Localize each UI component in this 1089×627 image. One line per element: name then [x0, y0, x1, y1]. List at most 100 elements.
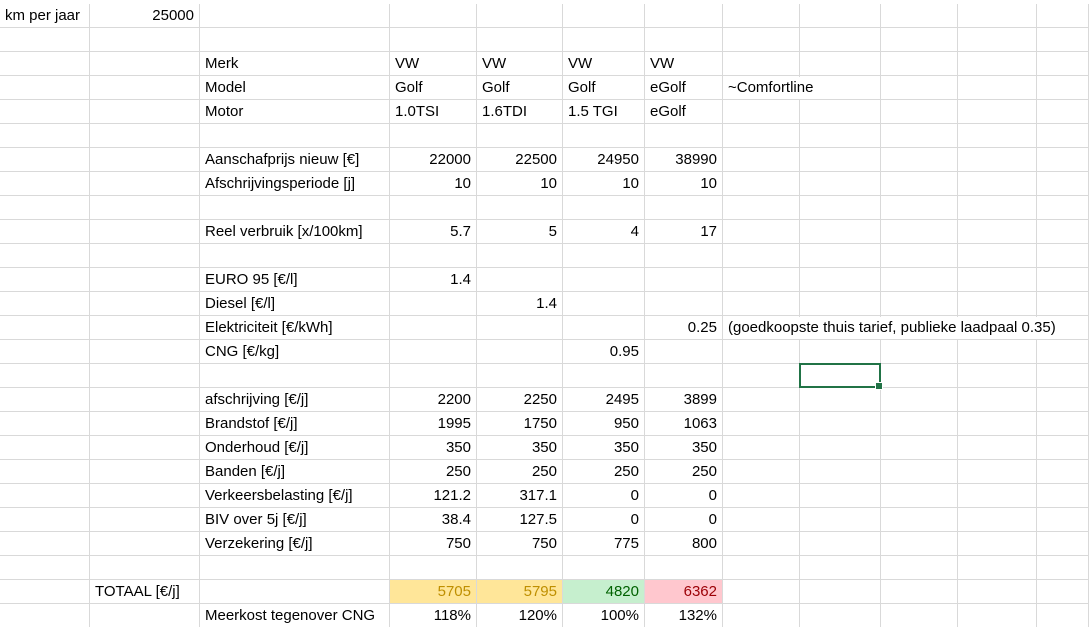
cell-J20[interactable]: [881, 460, 958, 484]
cell-H6[interactable]: [723, 124, 800, 148]
cell-C3[interactable]: Merk: [200, 52, 390, 76]
cell-A10[interactable]: [0, 220, 90, 244]
cell-G26[interactable]: 132%: [645, 604, 723, 627]
cell-F20[interactable]: 250: [563, 460, 645, 484]
cell-A8[interactable]: [0, 172, 90, 196]
cell-K19[interactable]: [958, 436, 1037, 460]
cell-K26[interactable]: [958, 604, 1037, 627]
cell-A22[interactable]: [0, 508, 90, 532]
cell-B22[interactable]: [90, 508, 200, 532]
cell-L9[interactable]: [1037, 196, 1089, 220]
cell-F4[interactable]: Golf: [563, 76, 645, 100]
cell-B24[interactable]: [90, 556, 200, 580]
cell-I22[interactable]: [800, 508, 881, 532]
cell-F21[interactable]: 0: [563, 484, 645, 508]
cell-F1[interactable]: [563, 4, 645, 28]
cell-E21[interactable]: 317.1: [477, 484, 563, 508]
cell-D2[interactable]: [390, 28, 477, 52]
cell-F15[interactable]: 0.95: [563, 340, 645, 364]
cell-A5[interactable]: [0, 100, 90, 124]
cell-D12[interactable]: 1.4: [390, 268, 477, 292]
cell-C10[interactable]: Reel verbruik [x/100km]: [200, 220, 390, 244]
cell-B23[interactable]: [90, 532, 200, 556]
cell-C16[interactable]: [200, 364, 390, 388]
cell-B13[interactable]: [90, 292, 200, 316]
cell-A21[interactable]: [0, 484, 90, 508]
cell-B3[interactable]: [90, 52, 200, 76]
cell-H18[interactable]: [723, 412, 800, 436]
cell-D26[interactable]: 118%: [390, 604, 477, 627]
cell-L5[interactable]: [1037, 100, 1089, 124]
cell-D24[interactable]: [390, 556, 477, 580]
cell-D11[interactable]: [390, 244, 477, 268]
cell-B14[interactable]: [90, 316, 200, 340]
cell-J19[interactable]: [881, 436, 958, 460]
cell-H3[interactable]: [723, 52, 800, 76]
cell-I18[interactable]: [800, 412, 881, 436]
cell-F25[interactable]: 4820: [563, 580, 645, 604]
cell-G10[interactable]: 17: [645, 220, 723, 244]
cell-J13[interactable]: [881, 292, 958, 316]
cell-H24[interactable]: [723, 556, 800, 580]
cell-K11[interactable]: [958, 244, 1037, 268]
cell-D18[interactable]: 1995: [390, 412, 477, 436]
cell-G11[interactable]: [645, 244, 723, 268]
cell-A12[interactable]: [0, 268, 90, 292]
cell-B20[interactable]: [90, 460, 200, 484]
cell-D7[interactable]: 22000: [390, 148, 477, 172]
cell-L26[interactable]: [1037, 604, 1089, 627]
cell-E13[interactable]: 1.4: [477, 292, 563, 316]
cell-B9[interactable]: [90, 196, 200, 220]
cell-L8[interactable]: [1037, 172, 1089, 196]
cell-A15[interactable]: [0, 340, 90, 364]
cell-G16[interactable]: [645, 364, 723, 388]
cell-J16[interactable]: [881, 364, 958, 388]
cell-K13[interactable]: [958, 292, 1037, 316]
cell-A2[interactable]: [0, 28, 90, 52]
cell-J15[interactable]: [881, 340, 958, 364]
cell-C18[interactable]: Brandstof [€/j]: [200, 412, 390, 436]
cell-G1[interactable]: [645, 4, 723, 28]
cell-K1[interactable]: [958, 4, 1037, 28]
cell-G5[interactable]: eGolf: [645, 100, 723, 124]
cell-I7[interactable]: [800, 148, 881, 172]
cell-G21[interactable]: 0: [645, 484, 723, 508]
cell-L19[interactable]: [1037, 436, 1089, 460]
cell-G7[interactable]: 38990: [645, 148, 723, 172]
cell-I15[interactable]: [800, 340, 881, 364]
cell-G4[interactable]: eGolf: [645, 76, 723, 100]
cell-A25[interactable]: [0, 580, 90, 604]
cell-B25[interactable]: TOTAAL [€/j]: [90, 580, 200, 604]
cell-B18[interactable]: [90, 412, 200, 436]
cell-L24[interactable]: [1037, 556, 1089, 580]
cell-F5[interactable]: 1.5 TGI: [563, 100, 645, 124]
cell-F2[interactable]: [563, 28, 645, 52]
cell-E11[interactable]: [477, 244, 563, 268]
cell-B2[interactable]: [90, 28, 200, 52]
cell-D16[interactable]: [390, 364, 477, 388]
cell-B16[interactable]: [90, 364, 200, 388]
cell-H15[interactable]: [723, 340, 800, 364]
cell-L1[interactable]: [1037, 4, 1089, 28]
cell-J25[interactable]: [881, 580, 958, 604]
cell-K23[interactable]: [958, 532, 1037, 556]
cell-C1[interactable]: [200, 4, 390, 28]
cell-A20[interactable]: [0, 460, 90, 484]
cell-G3[interactable]: VW: [645, 52, 723, 76]
cell-L25[interactable]: [1037, 580, 1089, 604]
cell-G23[interactable]: 800: [645, 532, 723, 556]
cell-L23[interactable]: [1037, 532, 1089, 556]
cell-D20[interactable]: 250: [390, 460, 477, 484]
cell-J23[interactable]: [881, 532, 958, 556]
cell-I9[interactable]: [800, 196, 881, 220]
cell-F16[interactable]: [563, 364, 645, 388]
cell-E2[interactable]: [477, 28, 563, 52]
cell-C2[interactable]: [200, 28, 390, 52]
cell-G6[interactable]: [645, 124, 723, 148]
cell-H9[interactable]: [723, 196, 800, 220]
cell-A9[interactable]: [0, 196, 90, 220]
cell-C21[interactable]: Verkeersbelasting [€/j]: [200, 484, 390, 508]
cell-E8[interactable]: 10: [477, 172, 563, 196]
cell-B10[interactable]: [90, 220, 200, 244]
cell-K22[interactable]: [958, 508, 1037, 532]
